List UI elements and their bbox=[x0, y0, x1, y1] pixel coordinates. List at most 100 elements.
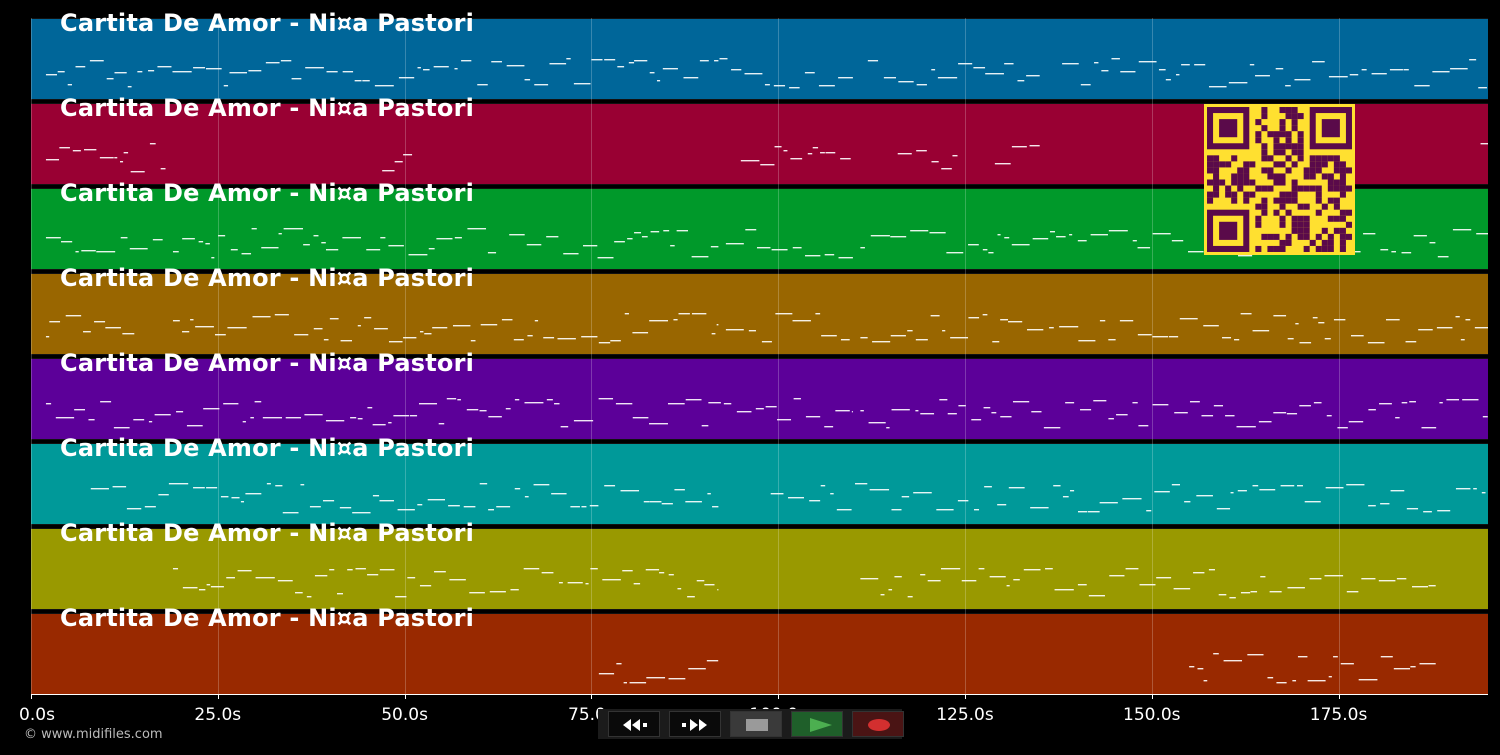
note-mark bbox=[1090, 234, 1108, 236]
note-mark bbox=[1023, 569, 1041, 571]
track-lane: Cartita De Amor - Ni¤a Pastori bbox=[31, 264, 1488, 355]
note-mark bbox=[560, 426, 569, 428]
note-mark bbox=[1380, 656, 1393, 658]
note-mark bbox=[997, 504, 1007, 506]
note-mark bbox=[624, 313, 629, 315]
note-mark bbox=[649, 72, 655, 74]
note-mark bbox=[1380, 249, 1389, 251]
note-mark bbox=[581, 506, 587, 508]
note-mark bbox=[1208, 86, 1227, 88]
note-mark bbox=[860, 337, 868, 339]
note-mark bbox=[168, 483, 189, 485]
note-mark bbox=[1193, 572, 1205, 574]
note-mark bbox=[567, 582, 583, 584]
note-mark bbox=[947, 413, 957, 415]
note-mark bbox=[1421, 427, 1437, 429]
note-mark bbox=[645, 569, 660, 571]
record-button[interactable] bbox=[852, 711, 904, 737]
note-mark bbox=[283, 228, 304, 230]
note-mark bbox=[1325, 487, 1344, 489]
note-mark bbox=[114, 72, 127, 74]
note-mark bbox=[1027, 329, 1044, 331]
note-mark bbox=[262, 417, 283, 419]
note-mark bbox=[704, 584, 715, 586]
rewind-button[interactable] bbox=[608, 711, 660, 737]
note-mark bbox=[466, 409, 479, 411]
note-mark bbox=[158, 494, 169, 496]
note-mark bbox=[825, 152, 836, 154]
note-mark bbox=[1403, 69, 1409, 71]
note-mark bbox=[1391, 251, 1396, 253]
note-mark bbox=[1171, 484, 1181, 486]
note-mark bbox=[788, 497, 804, 499]
fast-forward-button[interactable] bbox=[669, 711, 721, 737]
note-mark bbox=[551, 493, 567, 495]
time-axis bbox=[31, 694, 1488, 695]
note-mark bbox=[941, 168, 952, 170]
grid-line bbox=[964, 18, 966, 694]
note-mark bbox=[154, 414, 171, 416]
note-mark bbox=[968, 244, 979, 246]
track-title: Cartita De Amor - Ni¤a Pastori bbox=[60, 264, 475, 292]
fast-forward-icon bbox=[682, 719, 707, 731]
note-mark bbox=[275, 485, 283, 487]
note-mark bbox=[106, 78, 114, 80]
note-mark bbox=[534, 84, 549, 86]
note-mark bbox=[1108, 230, 1128, 232]
play-button[interactable] bbox=[791, 711, 843, 737]
track-title: Cartita De Amor - Ni¤a Pastori bbox=[60, 434, 475, 462]
note-mark bbox=[1455, 316, 1460, 318]
note-mark bbox=[278, 233, 282, 235]
note-mark bbox=[362, 80, 370, 82]
note-mark bbox=[1418, 329, 1433, 331]
note-mark bbox=[398, 77, 415, 79]
note-mark bbox=[1094, 62, 1099, 64]
note-mark bbox=[634, 232, 642, 234]
track-title: Cartita De Amor - Ni¤a Pastori bbox=[60, 349, 475, 377]
note-mark bbox=[89, 60, 104, 62]
note-mark bbox=[623, 682, 627, 684]
note-mark bbox=[114, 157, 118, 159]
note-mark bbox=[891, 509, 902, 511]
note-mark bbox=[650, 231, 660, 233]
note-mark bbox=[403, 337, 417, 339]
note-mark bbox=[1307, 680, 1326, 682]
note-mark bbox=[649, 320, 669, 322]
note-mark bbox=[543, 337, 555, 339]
note-mark bbox=[1069, 234, 1073, 236]
note-mark bbox=[45, 336, 50, 338]
note-mark bbox=[193, 67, 206, 69]
track-title: Cartita De Amor - Ni¤a Pastori bbox=[60, 519, 475, 547]
note-mark bbox=[1156, 577, 1172, 579]
note-mark bbox=[761, 341, 772, 343]
note-mark bbox=[1296, 485, 1303, 487]
note-mark bbox=[1401, 402, 1408, 404]
note-mark bbox=[198, 241, 204, 243]
note-mark bbox=[1026, 75, 1040, 77]
note-mark bbox=[457, 399, 461, 401]
note-mark bbox=[701, 425, 709, 427]
note-mark bbox=[1080, 84, 1091, 86]
note-mark bbox=[223, 403, 239, 405]
stop-button[interactable] bbox=[730, 711, 782, 737]
note-mark bbox=[890, 335, 906, 337]
note-mark bbox=[756, 247, 771, 249]
note-mark bbox=[649, 423, 668, 425]
note-mark bbox=[1197, 668, 1204, 670]
note-mark bbox=[711, 333, 716, 335]
note-mark bbox=[708, 402, 721, 404]
note-mark bbox=[1295, 323, 1299, 325]
note-mark bbox=[886, 427, 890, 429]
note-mark bbox=[1437, 256, 1449, 258]
note-mark bbox=[1080, 409, 1092, 411]
note-mark bbox=[627, 238, 633, 240]
note-mark bbox=[736, 411, 752, 413]
note-mark bbox=[88, 419, 95, 421]
note-mark bbox=[1152, 233, 1171, 235]
note-mark bbox=[514, 488, 521, 490]
note-mark bbox=[480, 324, 498, 326]
note-mark bbox=[251, 228, 257, 230]
note-mark bbox=[96, 251, 116, 253]
note-mark bbox=[45, 237, 61, 239]
